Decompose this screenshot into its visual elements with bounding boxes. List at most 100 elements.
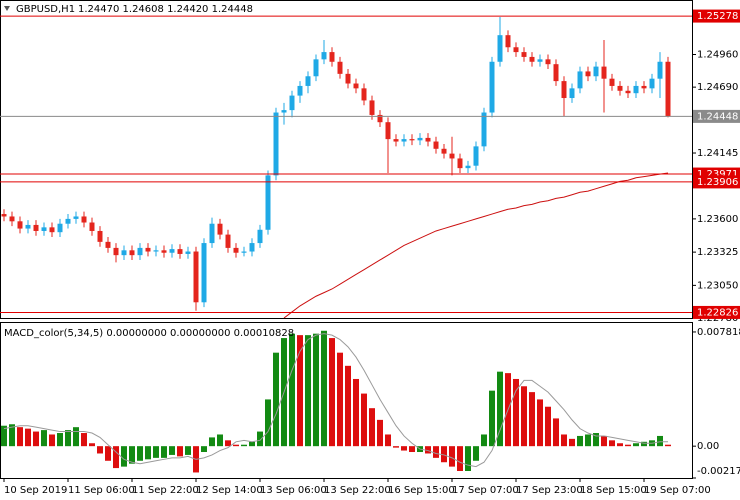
candle-body <box>297 85 303 96</box>
candle-body <box>249 243 255 252</box>
macd-bar <box>473 446 479 461</box>
candle-body <box>369 100 375 115</box>
macd-bar <box>33 431 39 447</box>
candle-body <box>625 90 631 94</box>
level-label: 1.24448 <box>697 111 738 122</box>
macd-bar <box>529 392 535 447</box>
candle-body <box>561 81 567 99</box>
macd-bar <box>105 446 111 461</box>
candle-body <box>569 88 575 99</box>
candle-body <box>577 71 583 89</box>
candle-body <box>385 122 391 140</box>
macd-bar <box>593 433 599 447</box>
macd-bar <box>225 440 231 447</box>
macd-bar <box>49 434 55 447</box>
candle-body <box>545 59 551 65</box>
candle-body <box>665 61 671 117</box>
macd-bar <box>265 399 271 447</box>
candle-body <box>329 52 335 62</box>
macd-bar <box>521 386 527 447</box>
candle-body <box>9 216 15 222</box>
macd-bar <box>217 434 223 447</box>
y-tick-label: 1.24690 <box>697 82 738 93</box>
level-label: 1.25278 <box>697 11 738 22</box>
candle-body <box>73 216 79 219</box>
macd-bar <box>65 430 71 447</box>
candle-body <box>105 241 111 248</box>
macd-bar <box>457 446 463 472</box>
macd-bar <box>145 446 151 460</box>
candle-body <box>337 61 343 74</box>
x-tick-label: 11 Sep 06:00 <box>68 485 135 496</box>
macd-bar <box>617 443 623 447</box>
macd-bar <box>641 441 647 447</box>
candle-body <box>657 61 663 79</box>
x-tick-label: 16 Sep 15:00 <box>388 485 455 496</box>
macd-bar <box>177 446 183 457</box>
candle-body <box>529 56 535 62</box>
candle-body <box>281 110 287 113</box>
macd-bar <box>57 433 63 447</box>
macd-bar <box>601 435 607 447</box>
x-tick-label: 17 Sep 23:00 <box>516 485 583 496</box>
macd-bar <box>489 390 495 447</box>
macd-bar <box>17 427 23 447</box>
level-box <box>693 9 740 23</box>
level-label: 1.23906 <box>697 177 738 188</box>
macd-bar <box>185 446 191 455</box>
candle-body <box>289 95 295 111</box>
level-label: 1.22826 <box>697 307 738 318</box>
candle-body <box>449 153 455 159</box>
x-tick-label: 13 Sep 22:00 <box>324 485 391 496</box>
moving-average <box>283 172 669 318</box>
candle-body <box>65 218 71 224</box>
macd-bar <box>81 433 87 447</box>
macd-bar <box>249 441 255 447</box>
macd-bar <box>97 446 103 454</box>
main-panel <box>0 0 693 319</box>
level-box <box>693 305 740 319</box>
candle-body <box>129 250 135 256</box>
macd-bar <box>89 443 95 447</box>
candle-body <box>441 148 447 154</box>
candle-body <box>473 146 479 166</box>
candle-body <box>321 52 327 60</box>
candle-body <box>241 251 247 253</box>
level-box <box>693 175 740 189</box>
macd-bar <box>9 424 15 447</box>
macd-bar <box>561 434 567 447</box>
candle-body <box>649 78 655 89</box>
candle-body <box>97 230 103 242</box>
candle-body <box>225 234 231 248</box>
candle-body <box>81 216 87 223</box>
candle-body <box>25 224 31 229</box>
candle-body <box>89 222 95 231</box>
macd-bar <box>241 444 247 447</box>
candle-body <box>305 76 311 86</box>
candle-body <box>553 64 559 82</box>
candle-body <box>41 227 47 231</box>
macd-bar <box>321 330 327 447</box>
x-tick-label: 12 Sep 14:00 <box>196 485 263 496</box>
macd-bar <box>441 446 447 463</box>
macd-bar <box>633 443 639 447</box>
candle-body <box>113 247 119 256</box>
candle-body <box>17 221 23 229</box>
y-tick-label: 1.23050 <box>697 280 738 291</box>
candle-body <box>641 85 647 89</box>
candle-body <box>209 223 215 244</box>
candle-body <box>1 214 7 217</box>
candle-body <box>345 73 351 84</box>
y-tick-label: 1.24960 <box>697 50 738 61</box>
macd-bar <box>425 446 431 454</box>
candle-body <box>537 59 543 62</box>
candle-body <box>217 223 223 235</box>
macd-bar <box>609 440 615 447</box>
macd-bar <box>25 428 31 447</box>
candle-body <box>505 35 511 48</box>
candle-body <box>465 165 471 169</box>
macd-bar <box>481 434 487 447</box>
candle-body <box>601 66 607 79</box>
macd-bar <box>73 427 79 447</box>
macd-title: MACD_color(5,34,5) 0.00000000 0.00000000… <box>4 328 294 339</box>
